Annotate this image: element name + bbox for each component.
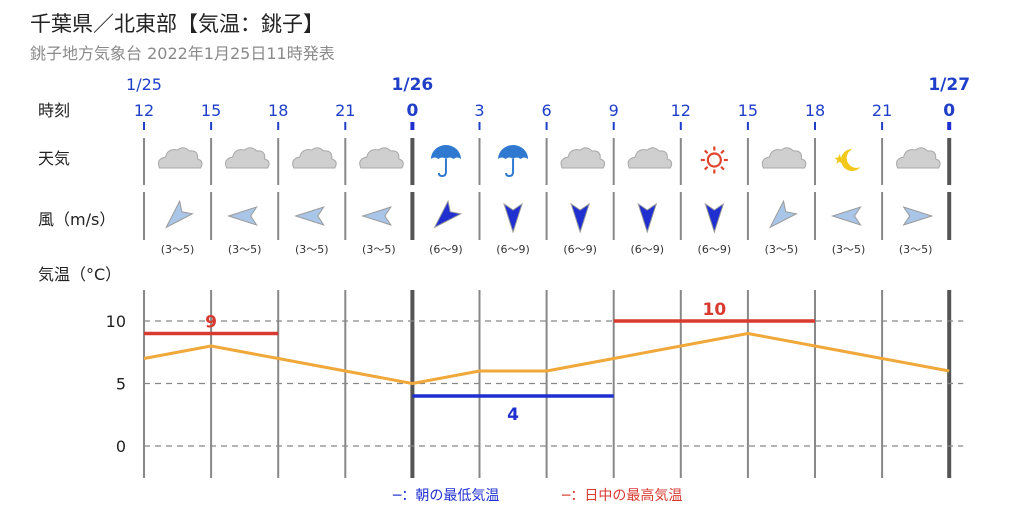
wind-speed-label: (6～9) xyxy=(563,243,597,256)
max-temp-label: 10 xyxy=(703,300,727,320)
wind-row-label: 風（m/s） xyxy=(38,210,115,229)
umbrella-icon xyxy=(430,145,461,178)
hour-tick-label: 21 xyxy=(872,101,892,120)
hour-tick-label: 15 xyxy=(201,101,221,120)
wind-arrow-icon xyxy=(227,206,258,226)
cloud-icon xyxy=(560,147,606,169)
wind-arrow-icon xyxy=(902,206,934,226)
date-label: 1/27 xyxy=(928,75,970,95)
legend-item: ─：朝の最低気温 xyxy=(392,488,499,504)
hour-tick-label: 12 xyxy=(134,101,154,120)
hour-tick-label: 9 xyxy=(609,101,619,120)
cloud-icon xyxy=(225,147,270,169)
wind-speed-label: (3～5) xyxy=(161,243,195,256)
legend-item: ─：日中の最高気温 xyxy=(561,487,682,504)
date-label: 1/26 xyxy=(392,75,434,95)
wind-speed-label: (6～9) xyxy=(698,243,732,256)
wind-arrow-icon xyxy=(768,199,798,229)
cloud-icon xyxy=(896,147,941,169)
moon-star-icon xyxy=(834,148,861,171)
hour-tick-label: 12 xyxy=(671,101,691,120)
wind-speed-label: (6～9) xyxy=(429,243,463,256)
hour-tick-label: 3 xyxy=(474,101,484,120)
temperature-line xyxy=(143,332,950,385)
page-title: 千葉県／北東部【気温：銚子】 xyxy=(30,12,324,36)
umbrella-icon xyxy=(498,145,529,178)
weather-row-label: 天気 xyxy=(38,149,70,168)
page-subtitle: 銚子地方気象台 2022年1月25日11時発表 xyxy=(30,44,335,63)
wind-arrow-icon xyxy=(165,199,194,229)
time-row-label: 時刻 xyxy=(38,101,70,120)
hour-tick-label: 18 xyxy=(805,101,825,120)
y-tick-label: 0 xyxy=(116,437,126,456)
wind-arrow-icon xyxy=(637,202,658,234)
wind-speed-label: (3～5) xyxy=(832,243,866,256)
wind-speed-label: (3～5) xyxy=(899,243,933,256)
date-label: 1/25 xyxy=(126,75,162,94)
sun-icon xyxy=(700,146,728,174)
cloud-icon xyxy=(761,147,807,169)
wind-arrow-icon xyxy=(704,202,725,234)
hour-tick-label: 0 xyxy=(406,101,418,121)
wind-speed-label: (3～5) xyxy=(228,243,262,256)
hour-tick-label: 21 xyxy=(335,101,355,120)
temp-row-label: 気温（°C） xyxy=(38,265,121,284)
wind-arrow-icon xyxy=(503,202,523,234)
hour-tick-label: 18 xyxy=(268,101,288,120)
hour-tick-label: 15 xyxy=(738,101,758,120)
wind-speed-label: (3～5) xyxy=(295,243,329,256)
wind-arrow-icon xyxy=(294,206,325,226)
wind-speed-label: (3～5) xyxy=(362,243,396,256)
cloud-icon xyxy=(627,147,673,169)
wind-arrow-icon xyxy=(830,206,862,226)
hour-tick-label: 0 xyxy=(943,101,955,121)
wind-speed-label: (6～9) xyxy=(496,243,530,256)
max-temp-label: 9 xyxy=(205,313,217,333)
wind-speed-label: (6～9) xyxy=(630,243,664,256)
hour-tick-label: 6 xyxy=(542,101,552,120)
wind-speed-label: (3～5) xyxy=(765,243,799,256)
y-tick-label: 5 xyxy=(116,375,126,394)
cloud-icon xyxy=(359,147,404,169)
cloud-icon xyxy=(157,147,203,169)
min-temp-label: 4 xyxy=(507,405,519,425)
wind-arrow-icon xyxy=(433,199,463,229)
wind-arrow-icon xyxy=(570,202,591,234)
cloud-icon xyxy=(292,147,337,169)
y-tick-label: 10 xyxy=(106,312,126,331)
wind-arrow-icon xyxy=(361,206,393,226)
